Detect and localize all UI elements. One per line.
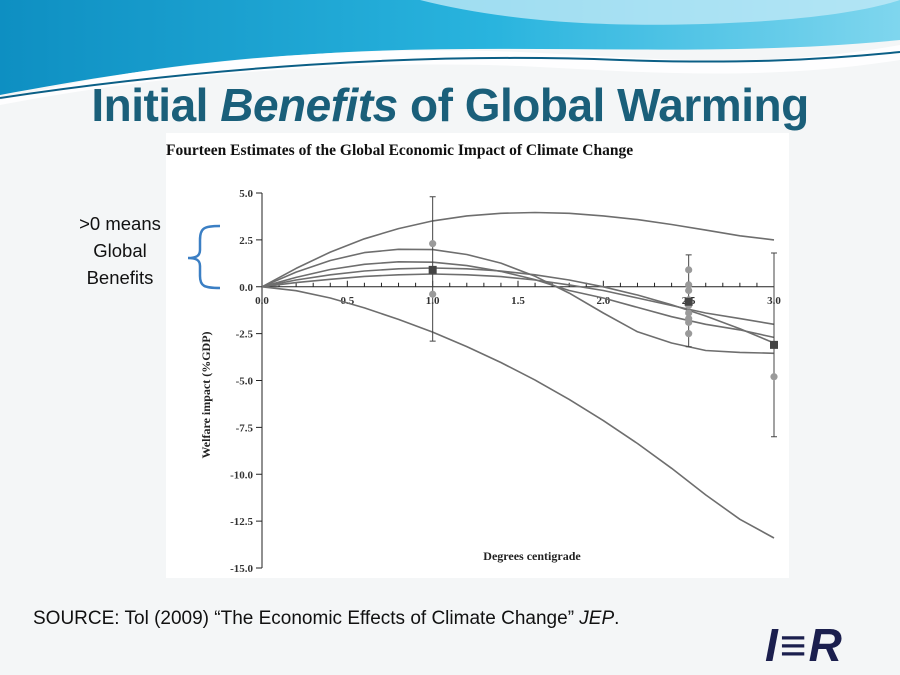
banner-wave-white [0,45,900,105]
banner-wave-line [0,51,900,99]
estimate-point [429,290,437,298]
x-axis-label: Degrees centigrade [483,549,581,563]
source-citation: SOURCE: Tol (2009) “The Economic Effects… [33,608,620,629]
ier-logo: I≡R [765,619,844,671]
y-tick-label: -2.5 [236,329,254,341]
title-banner [0,0,900,105]
x-tick-label: 1.5 [511,295,525,307]
y-tick-label: 5.0 [239,188,253,200]
callout-line: Global [93,240,147,261]
estimate-point [685,330,693,338]
welfare-impact-chart: Fourteen Estimates of the Global Economi… [166,142,781,575]
mean-marker [770,340,778,349]
chart-panel: Fourteen Estimates of the Global Economi… [166,133,789,578]
callout-line: Benefits [86,267,154,288]
banner-wave-highlight [420,0,900,25]
estimate-point [429,240,437,248]
estimate-point [685,266,693,274]
chart-title: Fourteen Estimates of the Global Economi… [166,142,633,159]
y-tick-label: -10.0 [230,469,253,481]
slide-title: Initial Benefits of Global Warming [91,79,809,131]
y-tick-label: 0.0 [239,282,253,294]
mean-marker [684,297,693,306]
y-tick-label: -12.5 [230,516,253,528]
estimate-point [770,373,778,381]
impact-curve [261,286,775,539]
estimate-point [685,281,693,289]
estimate-point [685,286,693,295]
benefits-callout: >0 means Global Benefits [60,210,180,291]
estimate-point [685,318,693,326]
estimate-point [685,309,693,317]
x-tick-label: 0.0 [255,295,269,307]
impact-curve [261,211,775,288]
y-tick-label: -7.5 [236,422,254,434]
y-tick-label: -5.0 [236,376,254,388]
y-axis-label: Welfare impact (%GDP) [199,331,213,458]
y-tick-label: -15.0 [230,563,253,575]
mean-marker [428,265,437,274]
y-tick-label: 2.5 [239,235,253,247]
callout-line: >0 means [79,213,161,234]
